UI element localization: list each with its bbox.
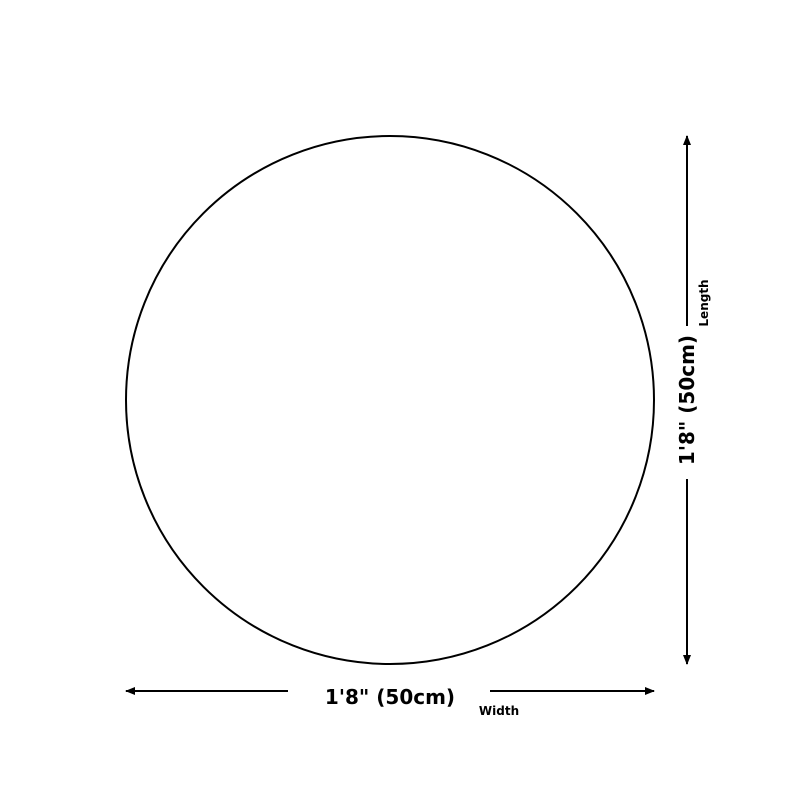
width-label: Width [479,704,519,718]
round-rug-outline [125,135,655,665]
length-label: Length [697,279,711,326]
length-value: 1'8" (50cm) [675,335,699,465]
width-value: 1'8" (50cm) [325,685,455,709]
